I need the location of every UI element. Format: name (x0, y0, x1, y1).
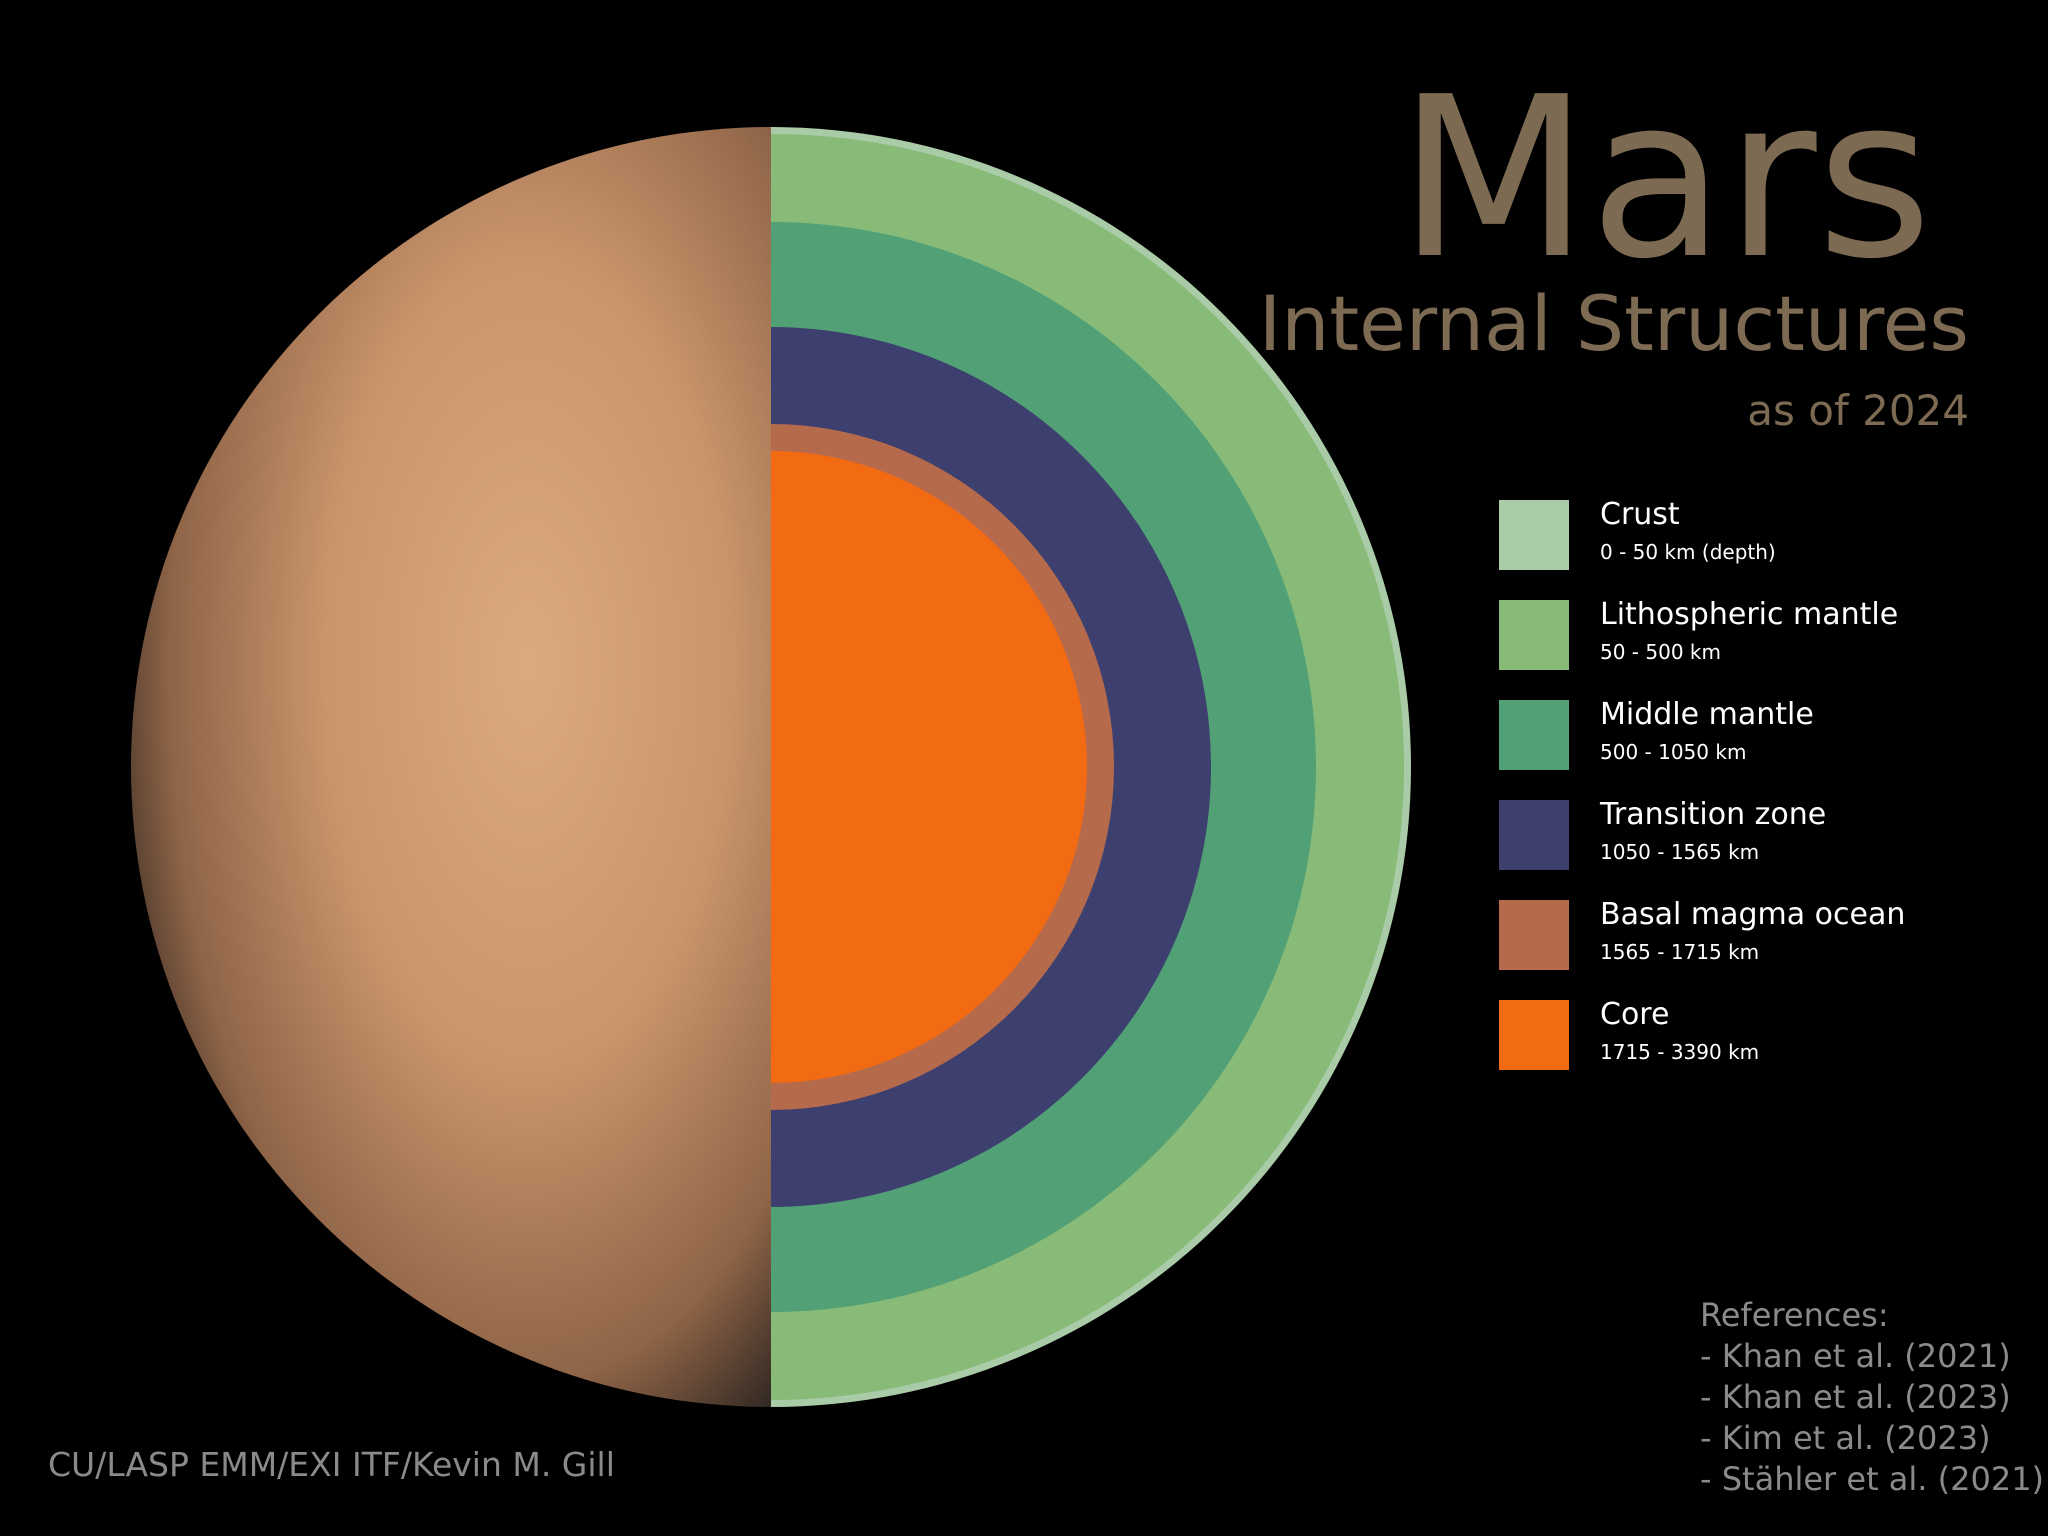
legend-swatch (1499, 700, 1569, 770)
legend-range: 0 - 50 km (depth) (1600, 540, 1776, 564)
legend-range: 500 - 1050 km (1600, 740, 1746, 764)
legend-name: Crust (1600, 497, 1680, 532)
reference: - Stähler et al. (2021) (1700, 1460, 2044, 1498)
legend-name: Transition zone (1599, 797, 1826, 832)
legend-swatch (1499, 800, 1569, 870)
legend-range: 1050 - 1565 km (1600, 840, 1759, 864)
legend: Crust 0 - 50 km (depth) Lithospheric mantl… (1499, 497, 1905, 1070)
legend-swatch (1499, 600, 1569, 670)
legend-name: Middle mantle (1600, 697, 1814, 732)
legend-swatch (1499, 1000, 1569, 1070)
legend-name: Lithospheric mantle (1600, 597, 1898, 632)
title: Mars (1398, 50, 1933, 308)
legend-range: 1715 - 3390 km (1600, 1040, 1759, 1064)
legend-name: Core (1600, 997, 1669, 1032)
reference: - Khan et al. (2021) (1700, 1337, 2011, 1375)
legend-range: 1565 - 1715 km (1600, 940, 1759, 964)
date: as of 2024 (1747, 386, 1969, 435)
legend-range: 50 - 500 km (1600, 640, 1721, 664)
reference: - Khan et al. (2023) (1700, 1378, 2011, 1416)
mars-surface (131, 127, 771, 1407)
legend-swatch (1499, 500, 1569, 570)
reference: - Kim et al. (2023) (1700, 1419, 1991, 1457)
subtitle: Internal Structures (1259, 279, 1969, 368)
layer-ring (771, 451, 1087, 1083)
cross-section (771, 127, 1411, 1407)
credit: CU/LASP EMM/EXI ITF/Kevin M. Gill (48, 1445, 615, 1484)
references: References:- Khan et al. (2021)- Khan et… (1700, 1296, 2044, 1498)
legend-swatch (1499, 900, 1569, 970)
legend-name: Basal magma ocean (1600, 897, 1905, 932)
references-title: References: (1700, 1296, 1889, 1334)
